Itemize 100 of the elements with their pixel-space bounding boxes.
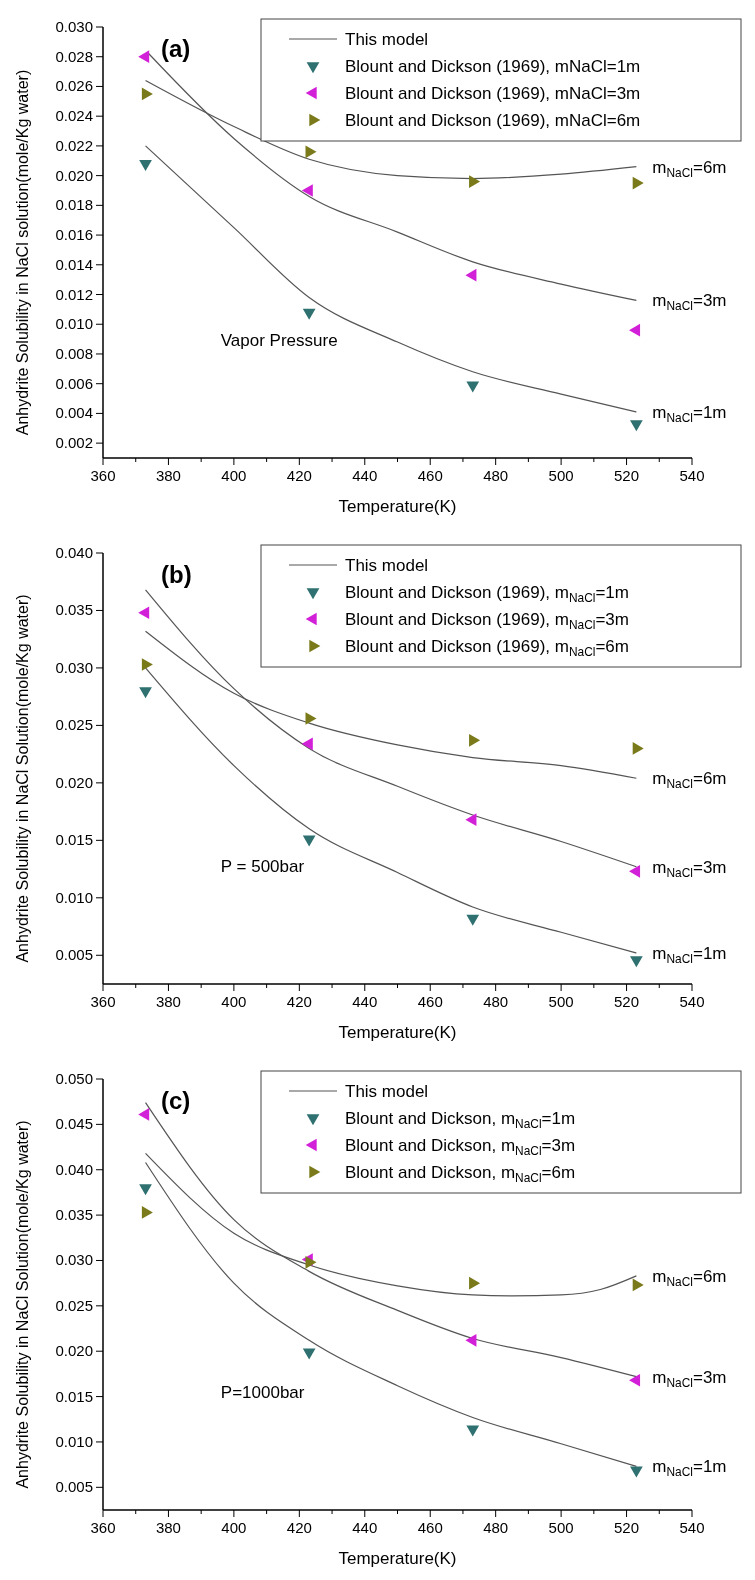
point (629, 1373, 641, 1387)
y-tick-label: 0.030 (55, 658, 93, 676)
point (305, 145, 317, 159)
y-tick-label: 0.035 (55, 601, 93, 619)
point (139, 160, 152, 172)
annotation: m$_{NaCl}$=3m (652, 291, 727, 314)
annotation: Vapor Pressure (220, 330, 338, 350)
y-tick-label: 0.030 (55, 1251, 93, 1269)
chart-title: (b) (161, 561, 192, 588)
y-tick-label: 0.020 (55, 773, 93, 791)
x-tick-label: 480 (483, 467, 509, 484)
annotation: m$_{NaCl}$=6m (652, 157, 727, 180)
x-tick-label: 520 (614, 467, 640, 484)
y-tick-label: 0.025 (55, 716, 93, 734)
y-tick-label: 0.024 (55, 107, 93, 125)
x-tick-label: 480 (483, 1519, 509, 1536)
annotation: m$_{NaCl}$=6m (652, 1266, 727, 1289)
point (465, 1333, 477, 1347)
legend-label: This model (345, 1082, 429, 1101)
y-tick-label: 0.004 (55, 404, 93, 422)
point (138, 50, 150, 64)
legend-label: Blount and Dickson (1969), m$_{NaCl}$=3m (345, 610, 629, 632)
point (632, 176, 644, 190)
y-tick-label: 0.020 (55, 1342, 93, 1360)
point (465, 268, 477, 282)
x-tick-label: 500 (548, 467, 574, 484)
annotation: m$_{NaCl}$=6m (652, 769, 727, 791)
y-tick-label: 0.008 (55, 344, 93, 362)
y-tick-label: 0.010 (55, 315, 93, 333)
y-tick-label: 0.050 (55, 1070, 93, 1087)
legend-label: Blount and Dickson (1969), m$_{NaCl}$=6m (345, 637, 629, 659)
x-tick-label: 360 (90, 1519, 116, 1536)
y-tick-label: 0.006 (55, 374, 93, 392)
point (302, 308, 316, 320)
line-series (144, 145, 637, 413)
x-tick-label: 360 (90, 993, 116, 1010)
y-tick-label: 0.012 (55, 285, 93, 303)
annotation: m$_{NaCl}$=1m (652, 402, 727, 425)
x-tick-label: 400 (221, 1519, 247, 1536)
legend-label: Blount and Dickson, m$_{NaCl}$=6m (345, 1163, 576, 1185)
x-tick-label: 400 (221, 993, 247, 1010)
annotation: P = 500bar (220, 856, 305, 876)
y-tick-label: 0.015 (55, 1387, 93, 1405)
annotation: m$_{NaCl}$=3m (652, 857, 727, 880)
legend-label: Blount and Dickson, m$_{NaCl}$=1m (345, 1109, 576, 1131)
x-tick-label: 500 (548, 1519, 574, 1536)
point (138, 606, 150, 620)
annotation: m$_{NaCl}$=1m (652, 943, 727, 966)
point (141, 87, 153, 101)
y-tick-label: 0.005 (55, 1478, 93, 1496)
legend-label: Blount and Dickson, m$_{NaCl}$=3m (345, 1136, 576, 1158)
chart-title: (c) (161, 1087, 191, 1114)
annotation: m$_{NaCl}$=1m (652, 1457, 727, 1480)
y-tick-label: 0.035 (55, 1206, 93, 1224)
y-tick-label: 0.020 (55, 166, 93, 184)
point (466, 1425, 480, 1437)
x-tick-label: 500 (548, 993, 574, 1010)
y-tick-label: 0.010 (55, 888, 93, 906)
y-axis-title: Anhydrite Solubility in NaCl Solution(mole/Kg water) (14, 594, 31, 963)
annotation: m$_{NaCl}$=3m (652, 1367, 727, 1390)
y-tick-label: 0.028 (55, 47, 93, 65)
y-tick-label: 0.018 (55, 196, 93, 214)
x-axis-title: Temperature(K) (338, 497, 457, 516)
point (632, 742, 644, 755)
legend-label: This model (345, 556, 429, 575)
x-tick-label: 380 (155, 1519, 181, 1536)
legend-label: This model (345, 30, 429, 49)
x-tick-label: 540 (679, 993, 705, 1010)
x-tick-label: 540 (679, 1519, 705, 1536)
point (466, 914, 480, 926)
x-tick-label: 380 (155, 467, 181, 484)
x-tick-label: 460 (417, 993, 443, 1010)
point (302, 1348, 316, 1360)
y-tick-label: 0.030 (55, 18, 93, 35)
legend-label: Blount and Dickson (1969), mNaCl=3m (345, 84, 641, 103)
point (629, 865, 641, 878)
y-tick-label: 0.040 (55, 1160, 93, 1178)
x-tick-label: 400 (221, 467, 247, 484)
x-tick-label: 440 (352, 993, 378, 1010)
annotation: P=1000bar (220, 1382, 305, 1402)
x-tick-label: 520 (614, 993, 640, 1010)
point (630, 1466, 643, 1478)
x-tick-label: 440 (352, 467, 378, 484)
point (141, 1206, 153, 1219)
x-tick-label: 480 (483, 993, 509, 1010)
legend-label: Blount and Dickson (1969), m$_{NaCl}$=1m (345, 583, 629, 605)
x-tick-label: 420 (286, 993, 312, 1010)
point (632, 1278, 644, 1292)
x-tick-label: 420 (286, 1519, 312, 1536)
x-axis-title: Temperature(K) (338, 1023, 457, 1042)
y-tick-label: 0.022 (55, 136, 93, 154)
x-tick-label: 440 (352, 1519, 378, 1536)
point (630, 420, 643, 432)
point (138, 1108, 150, 1121)
point (302, 835, 316, 847)
point (141, 658, 153, 671)
x-tick-label: 540 (679, 467, 705, 484)
y-tick-label: 0.002 (55, 434, 93, 452)
y-tick-label: 0.010 (55, 1432, 93, 1450)
point (305, 1255, 317, 1269)
